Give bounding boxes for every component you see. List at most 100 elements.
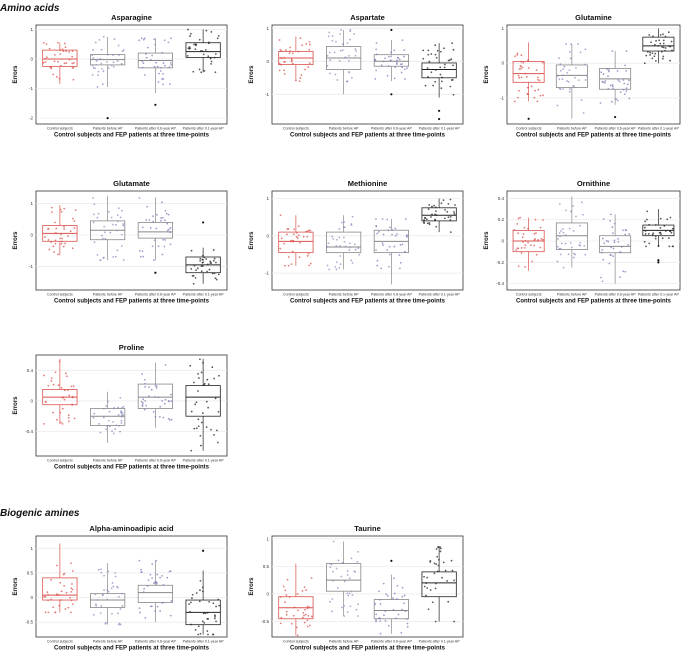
data-point <box>201 620 204 623</box>
data-point <box>339 255 342 257</box>
data-point <box>376 259 379 262</box>
data-point <box>306 619 309 622</box>
data-point <box>350 259 353 262</box>
plot-area <box>506 190 681 291</box>
data-point <box>106 589 109 591</box>
data-point <box>342 226 345 229</box>
data-point <box>295 231 298 234</box>
data-point <box>166 576 169 579</box>
x-tick-label: Control subjects <box>47 293 73 297</box>
box-2 <box>326 29 362 95</box>
data-point <box>662 33 664 36</box>
data-point <box>343 580 346 583</box>
data-point <box>514 55 516 58</box>
box-iqr <box>421 207 457 222</box>
data-point <box>68 394 71 397</box>
data-point <box>156 65 159 68</box>
outlier-point <box>390 28 393 32</box>
data-point <box>110 64 113 67</box>
data-point <box>387 229 390 232</box>
data-point <box>579 241 582 244</box>
data-point <box>283 73 286 75</box>
data-point <box>648 223 650 226</box>
data-point <box>212 602 215 605</box>
data-point <box>91 54 94 57</box>
data-point <box>610 100 613 103</box>
data-point <box>335 245 338 247</box>
data-point <box>141 250 144 253</box>
data-point <box>193 264 196 267</box>
chart-title: Alpha-aminoadipic acid <box>89 524 174 533</box>
data-point <box>558 202 561 205</box>
data-point <box>559 235 561 238</box>
data-point <box>59 581 62 584</box>
data-point <box>628 79 630 82</box>
x-tick-label: Patients before AP <box>93 459 123 463</box>
data-point <box>119 608 122 610</box>
data-point <box>610 246 613 249</box>
data-point <box>350 224 353 227</box>
data-point <box>647 233 650 235</box>
data-point <box>600 276 602 279</box>
data-point <box>539 246 542 249</box>
data-point <box>151 245 154 248</box>
data-point <box>60 210 63 213</box>
data-point <box>306 607 309 610</box>
data-point <box>199 358 201 361</box>
data-point <box>70 562 72 565</box>
data-point <box>202 612 205 615</box>
data-point <box>566 71 569 74</box>
data-point <box>520 247 523 249</box>
data-point <box>140 571 143 573</box>
data-point <box>95 603 97 606</box>
data-point <box>440 87 443 90</box>
data-point <box>299 37 302 40</box>
chart-title: Proline <box>119 343 144 352</box>
data-point <box>144 616 147 619</box>
data-point <box>427 208 430 211</box>
data-point <box>602 258 605 261</box>
data-point <box>109 231 112 234</box>
data-point <box>344 56 347 59</box>
data-point <box>664 230 667 232</box>
data-point <box>522 61 525 64</box>
data-point <box>55 75 58 78</box>
data-point <box>326 54 329 57</box>
data-point <box>279 48 282 51</box>
data-point <box>529 244 532 247</box>
data-point <box>560 242 563 245</box>
data-point <box>434 213 436 216</box>
data-point <box>375 42 378 44</box>
data-point <box>341 43 344 46</box>
data-point <box>302 235 305 238</box>
data-point <box>379 632 382 635</box>
data-point <box>608 262 611 265</box>
data-point <box>198 377 200 379</box>
data-point <box>617 79 619 81</box>
plot-area <box>35 190 228 291</box>
data-point <box>583 244 586 247</box>
x-tick-label: Patients after 0.1-year AP <box>419 640 461 644</box>
data-point <box>534 89 536 92</box>
data-point <box>202 361 204 364</box>
data-point <box>579 51 582 54</box>
data-point <box>207 55 210 58</box>
data-point <box>191 275 194 277</box>
data-point <box>375 620 377 623</box>
data-point <box>384 57 387 60</box>
data-point <box>142 402 144 404</box>
box-iqr <box>599 235 632 254</box>
data-point <box>286 578 289 581</box>
data-point <box>121 406 123 409</box>
data-point <box>151 605 153 608</box>
data-point <box>518 76 521 79</box>
data-point <box>107 400 109 403</box>
data-point <box>50 598 52 601</box>
data-point <box>101 594 104 596</box>
data-point <box>215 605 217 608</box>
x-tick-label: Control subjects <box>283 127 309 131</box>
data-point <box>517 232 519 235</box>
data-point <box>70 385 73 388</box>
data-point <box>568 227 571 230</box>
y-tick-label: 0 <box>266 59 269 64</box>
